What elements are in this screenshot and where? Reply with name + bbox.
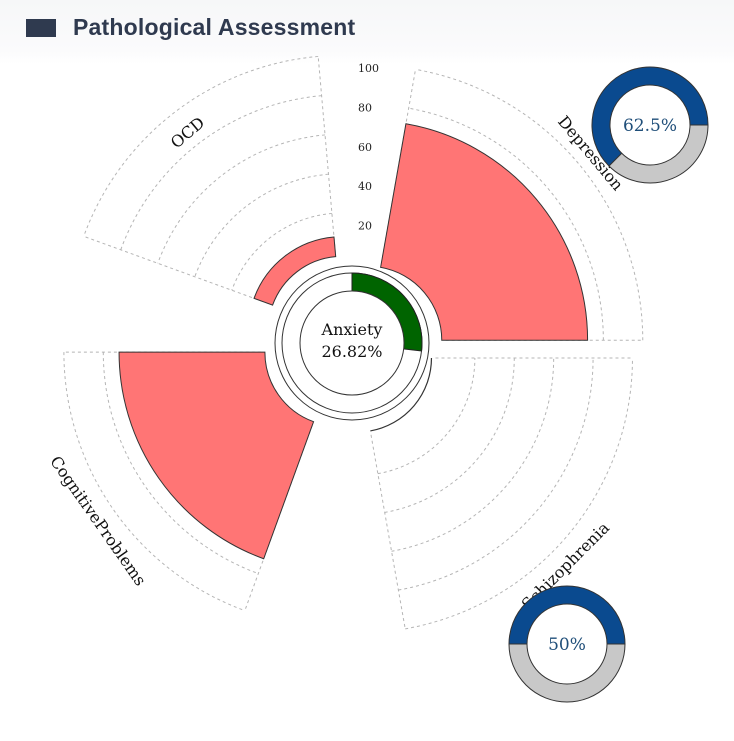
bar-depression	[380, 123, 589, 341]
grid-radial	[370, 434, 406, 629]
tick-label: 100	[358, 62, 379, 75]
category-label-cognitiveproblems: CognitiveProblems	[46, 452, 150, 589]
center-label: Anxiety	[321, 320, 383, 339]
grid-arc	[102, 352, 259, 575]
ticks-layer: 20 40 60 80 100	[358, 62, 379, 233]
grid-arc	[231, 212, 332, 291]
grid-radial	[83, 235, 270, 305]
grid-arc	[384, 358, 515, 513]
bars-layer	[118, 123, 589, 560]
grid-sector-ocd	[83, 55, 336, 305]
grid-arc	[83, 55, 319, 237]
grid-arc	[398, 358, 594, 591]
bar-cognitiveproblems	[118, 351, 315, 560]
grid-arc	[391, 358, 555, 552]
grid-arc	[120, 95, 322, 250]
header-bar: Pathological Assessment	[0, 0, 734, 64]
donut-value-segment	[508, 585, 626, 645]
grid-arc	[415, 68, 644, 341]
donut-label: 50%	[548, 635, 586, 655]
bar-schizophrenia	[370, 358, 433, 432]
tick-label: 80	[358, 101, 372, 114]
tick-label: 20	[358, 220, 372, 233]
grid-arc	[405, 358, 633, 630]
category-label-ocd: OCD	[167, 113, 208, 152]
center-inner-circle	[299, 290, 405, 396]
donut-rest-segment	[508, 643, 626, 703]
grid-sector-schizophrenia	[370, 357, 633, 630]
donut-layer: 62.5% 50%	[508, 66, 709, 703]
tick-label: 60	[358, 141, 372, 154]
page-title: Pathological Assessment	[73, 14, 356, 40]
center-layer: Anxiety 26.82%	[274, 265, 430, 421]
grid-arc	[157, 134, 326, 264]
grid-arc	[63, 352, 246, 612]
donut-depression: 62.5%	[591, 66, 709, 184]
grid-radial	[317, 56, 336, 253]
donut-label: 62.5%	[623, 116, 677, 136]
donut-rest-segment	[608, 124, 709, 184]
grid-arc	[408, 107, 604, 341]
center-value: 26.82%	[321, 342, 382, 361]
tick-label: 40	[358, 180, 372, 193]
donut-value-segment	[591, 66, 709, 167]
bar-ocd	[253, 236, 337, 306]
header-marker-icon	[26, 19, 56, 37]
donut-schizophrenia: 50%	[508, 585, 626, 703]
